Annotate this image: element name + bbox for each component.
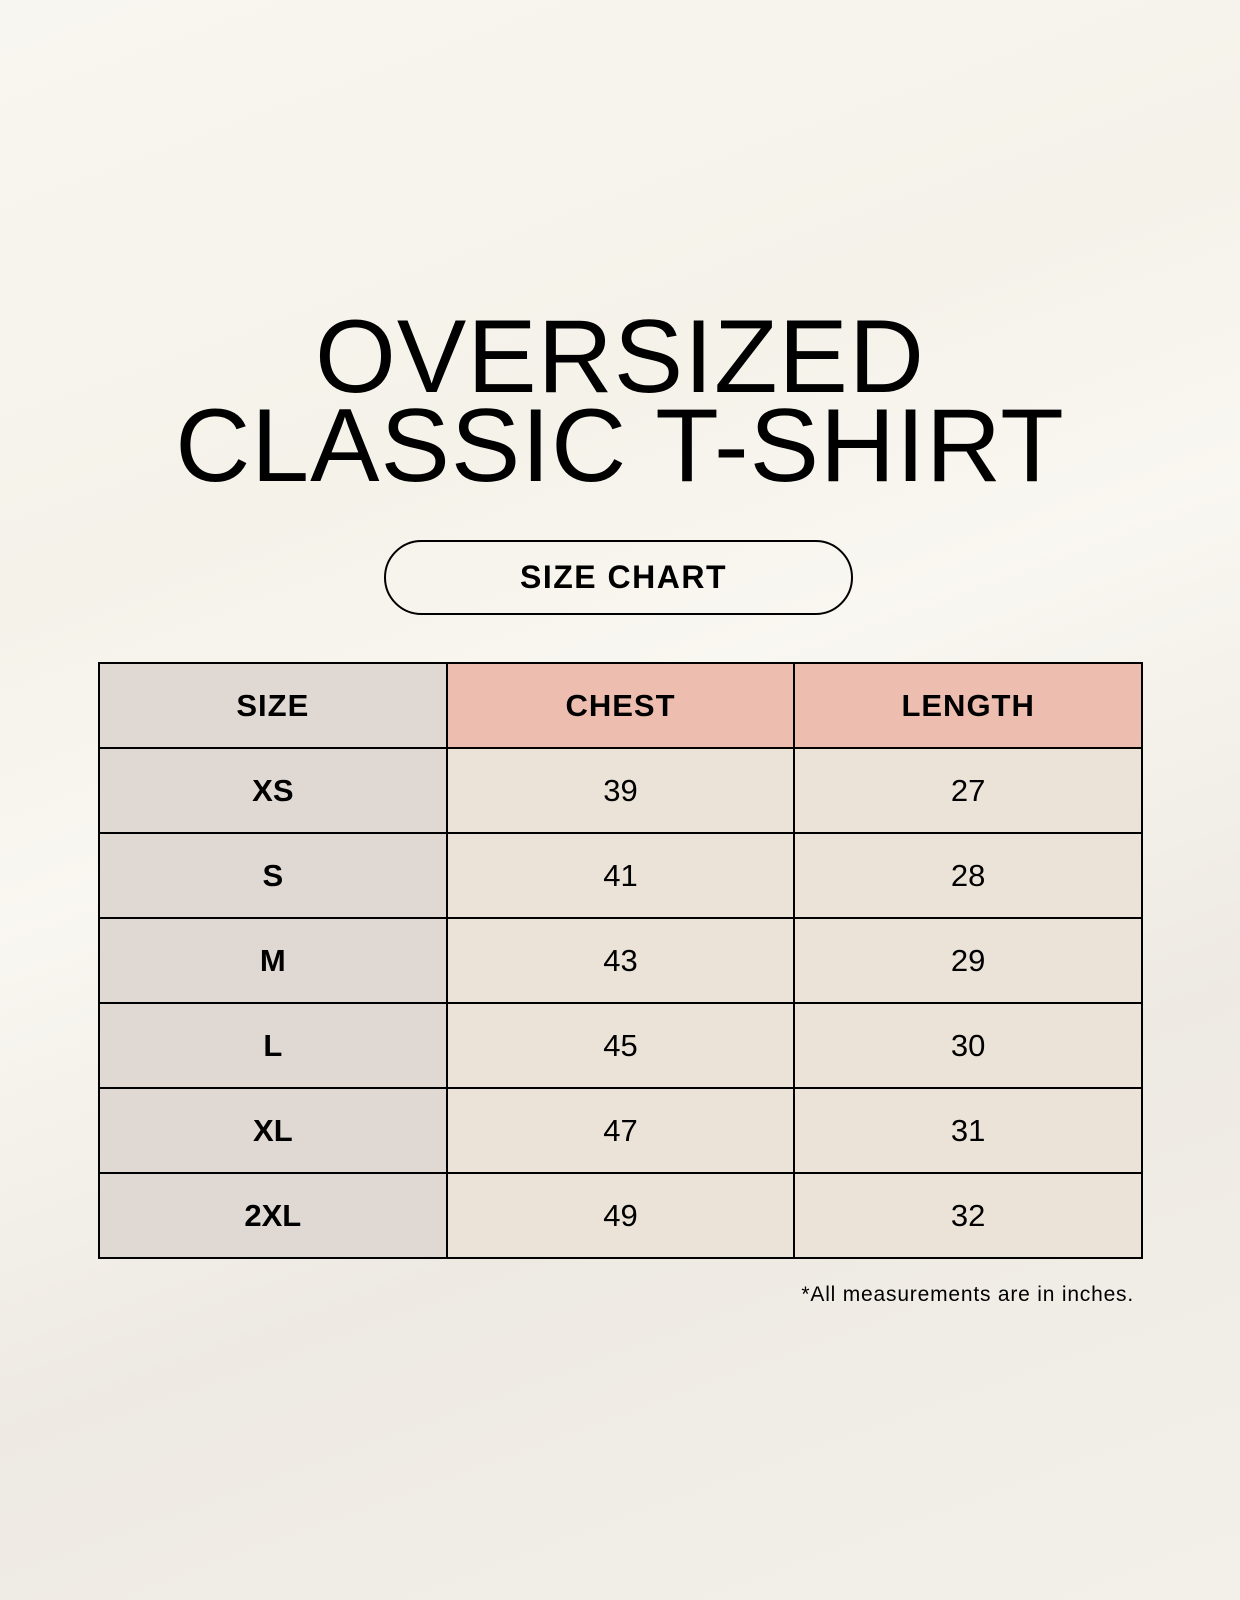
table-row: L 45 30 [98,1002,1143,1089]
header-size: SIZE [98,662,448,749]
title-line-2: CLASSIC T-SHIRT [175,388,1065,504]
table-row: S 41 28 [98,832,1143,919]
cell-size: L [98,1002,448,1089]
cell-chest: 49 [445,1172,796,1259]
cell-length: 29 [793,917,1143,1004]
table-row: 2XL 49 32 [98,1172,1143,1259]
cell-chest: 39 [445,747,796,834]
table-row: XL 47 31 [98,1087,1143,1174]
cell-size: M [98,917,448,1004]
header-length: LENGTH [793,662,1143,749]
cell-length: 27 [793,747,1143,834]
cell-size: XS [98,747,448,834]
size-chart-badge: SIZE CHART [384,540,853,615]
footnote: *All measurements are in inches. [801,1283,1134,1306]
title-line-1: OVERSIZED [315,299,925,415]
cell-length: 31 [793,1087,1143,1174]
header-chest: CHEST [445,662,796,749]
cell-size: S [98,832,448,919]
table-row: XS 39 27 [98,747,1143,834]
cell-size: XL [98,1087,448,1174]
cell-length: 30 [793,1002,1143,1089]
cell-size: 2XL [98,1172,448,1259]
size-table: SIZE CHEST LENGTH XS 39 27 S 41 28 M 43 29 L 45 30 X… [98,662,1143,1259]
table-row: M 43 29 [98,917,1143,1004]
cell-chest: 45 [445,1002,796,1089]
cell-length: 32 [793,1172,1143,1259]
cell-length: 28 [793,832,1143,919]
cell-chest: 43 [445,917,796,1004]
header-row: SIZE CHEST LENGTH [98,662,1143,749]
cell-chest: 41 [445,832,796,919]
cell-chest: 47 [445,1087,796,1174]
